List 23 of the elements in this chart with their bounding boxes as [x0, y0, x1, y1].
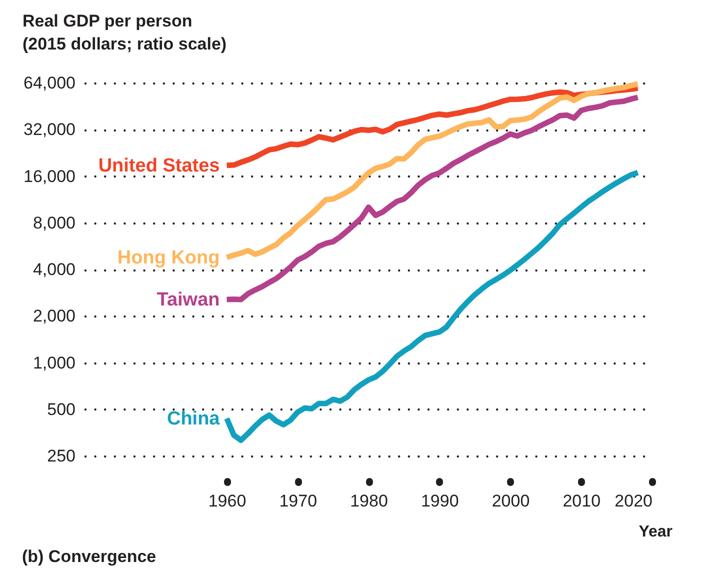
y-axis-title: Real GDP per person (2015 dollars; ratio scale) — [22, 12, 227, 54]
x-tick-label: 1960 — [208, 492, 246, 510]
y-tick-label: 64,000 — [24, 74, 76, 92]
x-tick-label: 1990 — [420, 492, 459, 510]
y-tick-label: 500 — [47, 400, 76, 419]
y-tick-label: 4,000 — [32, 260, 76, 279]
x-tick-label: 2000 — [492, 492, 530, 510]
series-label: China — [166, 408, 220, 430]
series-label: United States — [98, 155, 220, 176]
y-tick-label: 8,000 — [32, 213, 76, 232]
y-tick-label: 16,000 — [24, 166, 76, 186]
text: (b) Convergence — [22, 547, 156, 566]
series-label: Hong Kong — [117, 247, 220, 268]
x-axis-title: Year — [638, 524, 672, 540]
series-label: Taiwan — [156, 290, 220, 311]
y-tick-label: 1,000 — [32, 353, 76, 372]
x-tick-label: 2010 — [562, 492, 601, 510]
x-tick-label: 1970 — [279, 492, 318, 510]
y-tick-label: 32,000 — [24, 120, 76, 140]
y-tick-label: 2,000 — [32, 306, 76, 326]
x-tick-label: 1980 — [350, 492, 388, 510]
y-tick-label: 250 — [47, 446, 76, 466]
x-tick-label: 2020 — [614, 492, 652, 510]
